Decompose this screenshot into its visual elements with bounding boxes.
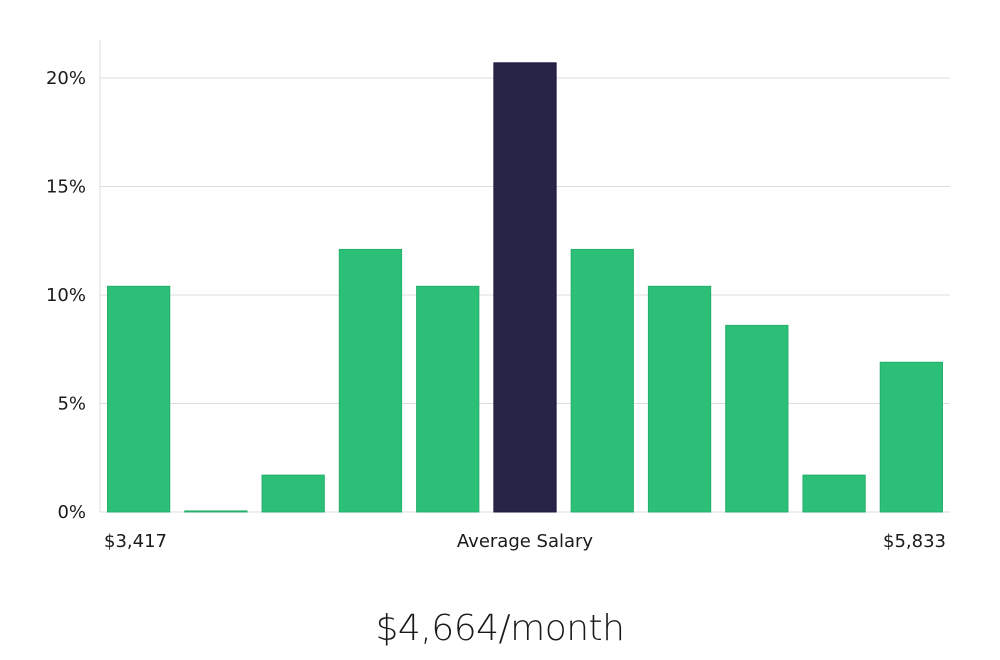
bar [570, 248, 634, 513]
y-axis-ticks: 0% 5% 10% 15% 20% [46, 68, 86, 523]
y-tick-label: 5% [57, 394, 86, 415]
bar [725, 324, 789, 513]
y-tick-label: 10% [46, 285, 86, 306]
x-axis-title: Average Salary [457, 531, 594, 552]
salary-histogram: 0% 5% 10% 15% 20% $3,417 Average Salary $5,8… [46, 40, 950, 552]
y-tick-label: 15% [46, 177, 86, 198]
bar [647, 285, 712, 513]
bars [107, 62, 944, 513]
bar [416, 285, 480, 513]
bar-highlighted [493, 62, 557, 513]
bar [261, 474, 325, 513]
y-tick-label: 20% [46, 68, 86, 89]
bar [802, 474, 866, 513]
bar [107, 285, 171, 513]
bar [338, 248, 403, 513]
bar [184, 510, 248, 513]
x-max-label: $5,833 [883, 531, 946, 552]
average-salary-caption: $4,664/month [375, 608, 625, 649]
bar [879, 361, 944, 513]
y-tick-label: 0% [57, 502, 86, 523]
x-min-label: $3,417 [104, 531, 167, 552]
